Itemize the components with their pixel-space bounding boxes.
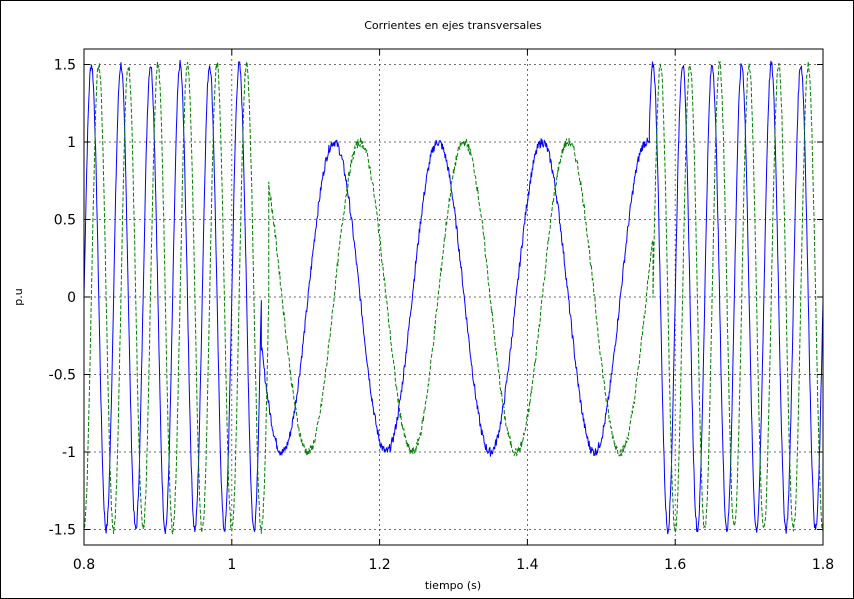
series-line-0 bbox=[83, 60, 824, 535]
chart-title: Corrientes en ejes transversales bbox=[364, 19, 542, 32]
y-tick-label: -1.5 bbox=[49, 523, 76, 539]
ticks bbox=[83, 49, 824, 545]
y-tick-label: 0.5 bbox=[54, 213, 76, 229]
y-tick-label: -0.5 bbox=[49, 368, 76, 384]
x-axis-label: tiempo (s) bbox=[425, 579, 481, 592]
y-tick-label: -1 bbox=[62, 445, 76, 461]
series-line-1 bbox=[83, 60, 824, 535]
x-tick-label: 1.8 bbox=[812, 557, 834, 573]
tick-labels: 0.8 1 1.2 1.4 1.6 1.8 1.5 1 0.5 0 -0.5 -1 -1.5 bbox=[49, 58, 834, 574]
y-tick-label: 1 bbox=[67, 135, 76, 151]
series-group bbox=[83, 60, 824, 535]
x-tick-label: 1.2 bbox=[368, 557, 390, 573]
y-axis-label: p.u bbox=[12, 288, 25, 305]
x-tick-label: 1.6 bbox=[664, 557, 686, 573]
y-tick-label: 1.5 bbox=[54, 58, 76, 74]
x-tick-label: 1.4 bbox=[516, 557, 538, 573]
grid bbox=[84, 49, 823, 545]
x-tick-label: 1 bbox=[227, 557, 236, 573]
x-tick-label: 0.8 bbox=[73, 557, 95, 573]
y-tick-label: 0 bbox=[67, 290, 76, 306]
